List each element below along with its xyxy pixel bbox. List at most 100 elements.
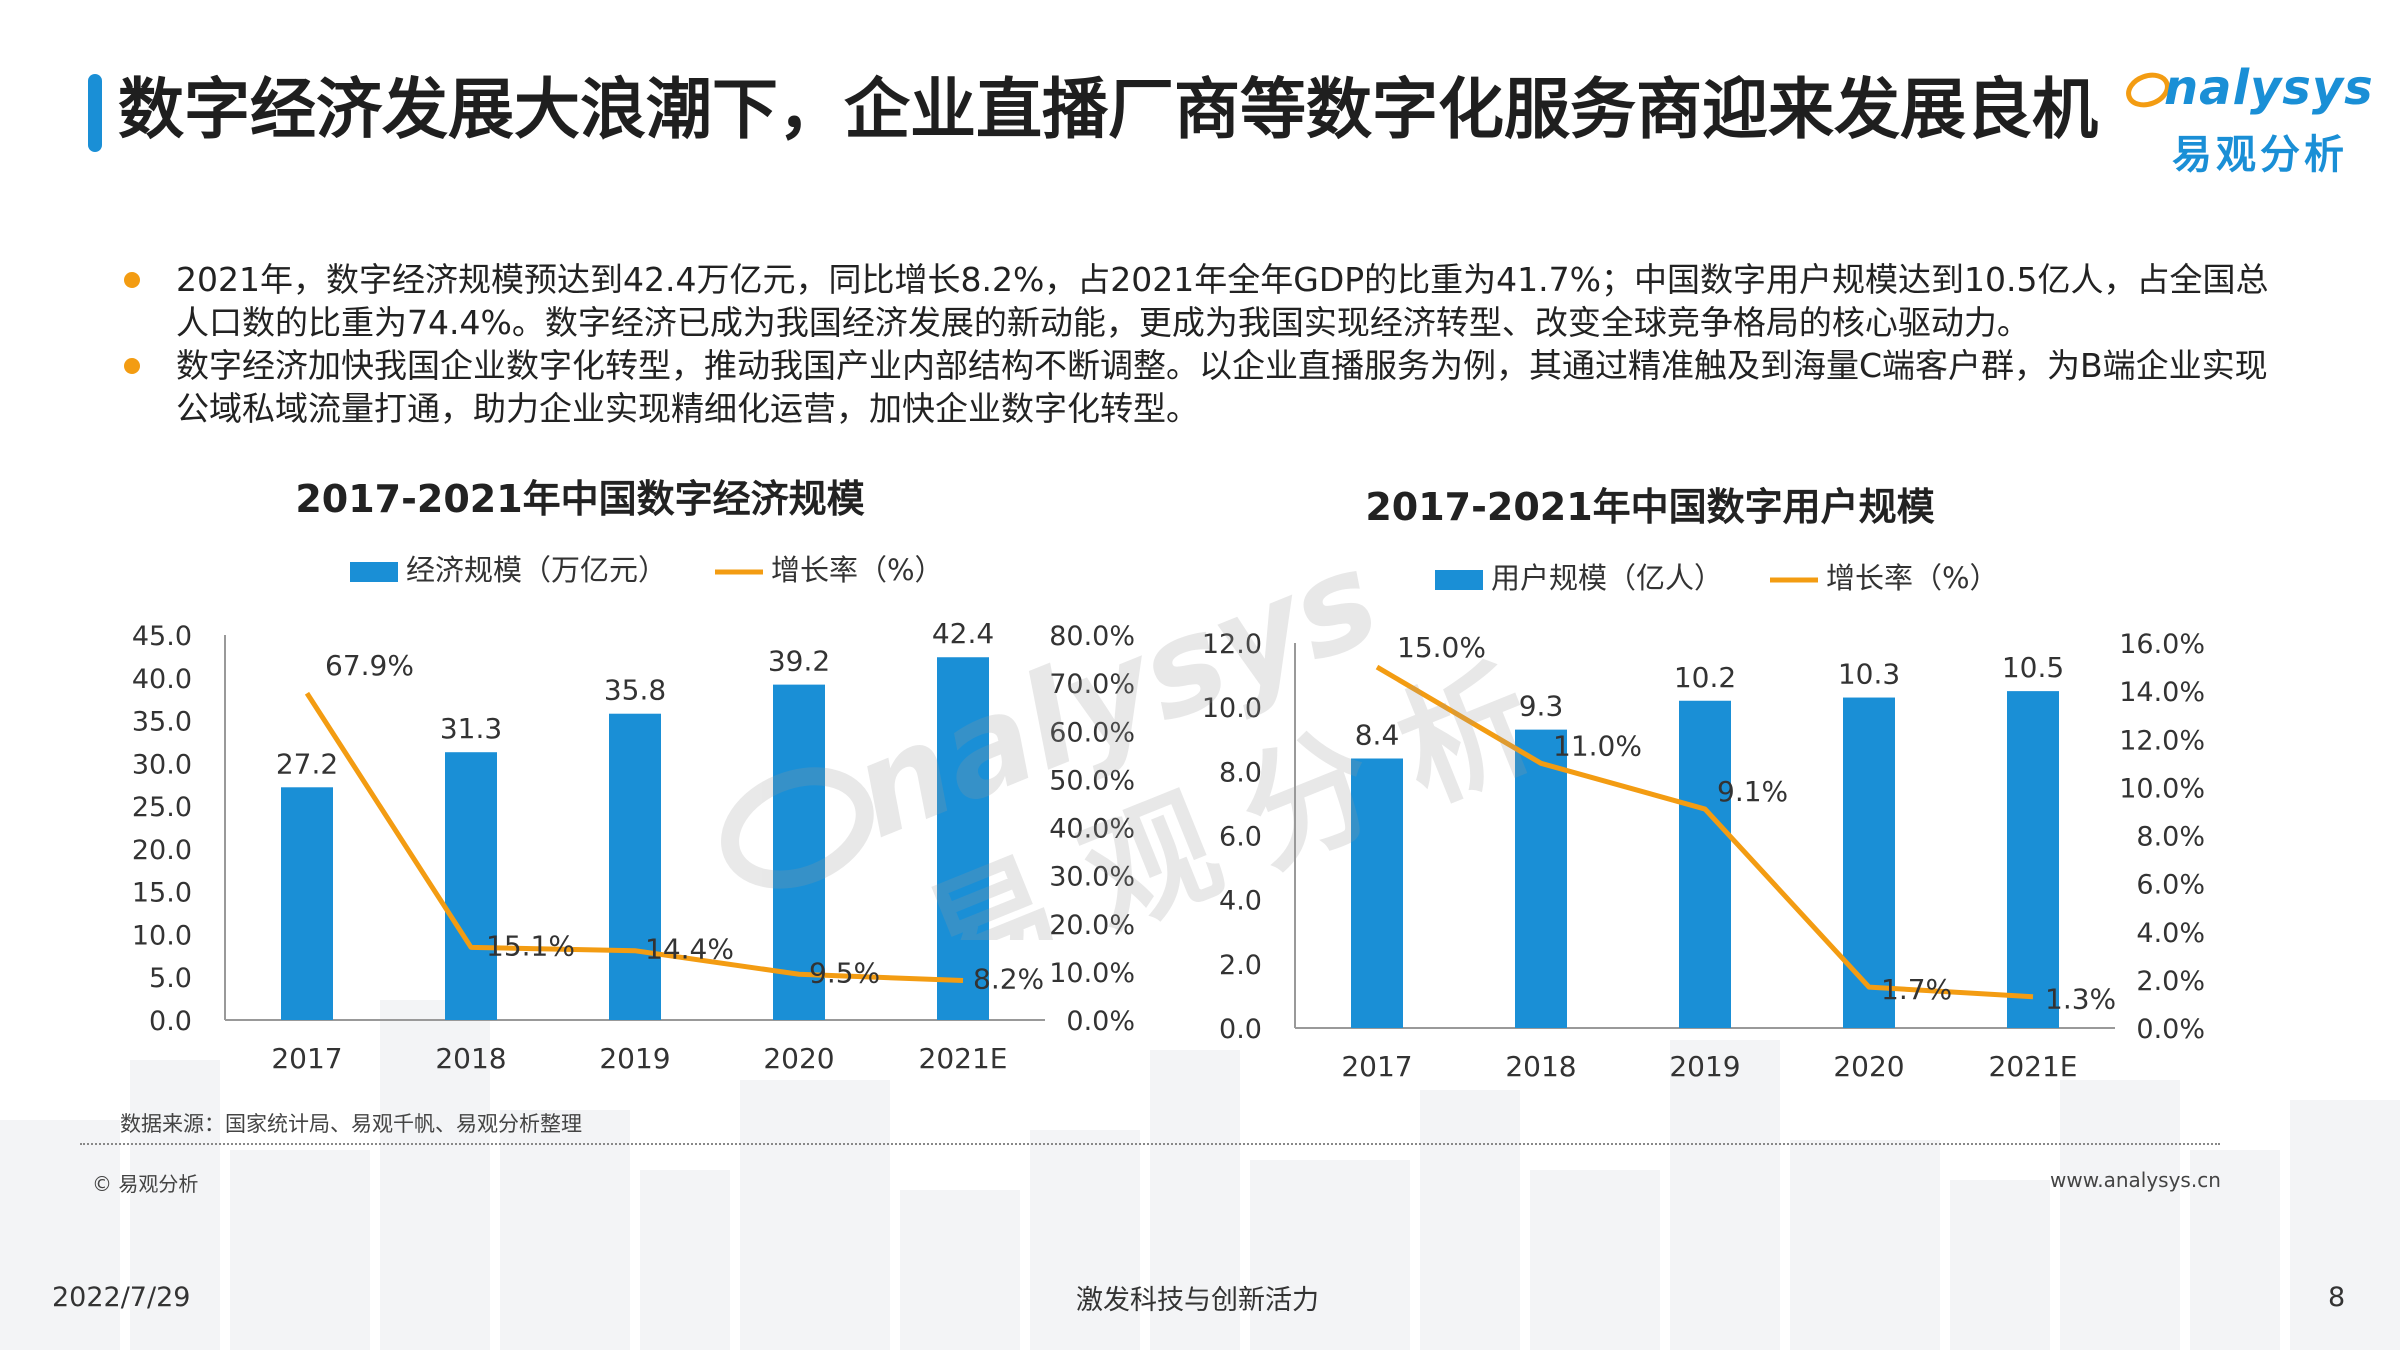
y-tick-label: 0.0	[1219, 1014, 1262, 1045]
y2-tick-label: 30.0%	[1049, 862, 1135, 893]
x-tick-label: 2020	[1833, 1050, 1904, 1083]
line-data-label: 67.9%	[325, 649, 414, 682]
bar-data-label: 31.3	[440, 712, 502, 745]
line-data-label: 1.7%	[1881, 973, 1952, 1006]
bar-data-label: 10.5	[2002, 651, 2064, 684]
y-tick-label: 8.0	[1219, 757, 1262, 788]
page-number: 8	[2328, 1282, 2346, 1313]
line-data-label: 15.1%	[486, 929, 575, 962]
slide-title: 数字经济发展大浪潮下，企业直播厂商等数字化服务商迎来发展良机	[118, 71, 2098, 148]
legend-label: 增长率（%）	[771, 553, 944, 587]
bullet-text: 数字经济加快我国企业数字化转型，推动我国产业内部结构不断调整。以企业直播服务为例…	[176, 346, 2268, 428]
y2-tick-label: 60.0%	[1049, 717, 1135, 748]
x-tick-label: 2021E	[919, 1042, 1008, 1075]
bullet-text: 2021年，数字经济规模预达到42.4万亿元，同比增长8.2%，占2021年全年…	[176, 260, 2269, 342]
y2-tick-label: 40.0%	[1049, 814, 1135, 845]
analysys-logo: nalysys 易观分析	[2126, 60, 2373, 180]
y2-tick-label: 6.0%	[2136, 870, 2205, 901]
line-data-label: 14.4%	[645, 933, 734, 966]
y-tick-label: 15.0	[132, 878, 192, 909]
legend-label: 经济规模（万亿元）	[406, 553, 667, 587]
y2-tick-label: 70.0%	[1049, 669, 1135, 700]
digital-economy-chart: 2017-2021年中国数字经济规模经济规模（万亿元） 增长率（%） 0.0 5.0 1…	[110, 470, 1170, 1090]
bar	[1679, 700, 1731, 1028]
y2-tick-label: 80.0%	[1049, 621, 1135, 652]
y-tick-label: 35.0	[132, 707, 192, 738]
y-tick-label: 5.0	[149, 963, 192, 994]
x-tick-label: 2018	[435, 1042, 506, 1075]
y-tick-label: 10.0	[132, 920, 192, 951]
y2-tick-label: 14.0%	[2119, 677, 2205, 708]
y2-tick-label: 10.0%	[2119, 773, 2205, 804]
x-tick-label: 2021E	[1989, 1050, 2078, 1083]
bullet-list: 2021年，数字经济规模预达到42.4万亿元，同比增长8.2%，占2021年全年…	[118, 258, 2278, 430]
x-tick-label: 2019	[1669, 1050, 1740, 1083]
bar	[1515, 729, 1567, 1028]
line-data-label: 11.0%	[1553, 729, 1642, 762]
bullet-item: 2021年，数字经济规模预达到42.4万亿元，同比增长8.2%，占2021年全年…	[118, 258, 2278, 344]
data-source: 数据来源：国家统计局、易观千帆、易观分析整理	[120, 1112, 582, 1136]
x-tick-label: 2019	[599, 1042, 670, 1075]
bar	[2007, 691, 2059, 1028]
y2-tick-label: 4.0%	[2136, 918, 2205, 949]
y2-tick-label: 2.0%	[2136, 966, 2205, 997]
line-data-label: 9.1%	[1717, 775, 1788, 808]
x-tick-label: 2018	[1505, 1050, 1576, 1083]
bar-data-label: 10.2	[1674, 661, 1736, 694]
bar-data-label: 8.4	[1355, 719, 1400, 752]
chart-title: 2017-2021年中国数字经济规模	[295, 477, 864, 521]
y-tick-label: 25.0	[132, 792, 192, 823]
slide-slogan: 激发科技与创新活力	[1076, 1285, 1319, 1316]
y2-tick-label: 10.0%	[1049, 958, 1135, 989]
y-tick-label: 6.0	[1219, 822, 1262, 853]
bar-data-label: 39.2	[768, 645, 830, 678]
y-tick-label: 40.0	[132, 664, 192, 695]
bar-data-label: 42.4	[932, 617, 994, 650]
copyright: © 易观分析	[92, 1172, 199, 1196]
title-accent-bar	[88, 74, 102, 152]
line-data-label: 1.3%	[2045, 983, 2116, 1016]
bar	[281, 787, 333, 1020]
line-data-label: 15.0%	[1397, 631, 1486, 664]
bar-data-label: 9.3	[1519, 690, 1564, 723]
bullet-item: 数字经济加快我国企业数字化转型，推动我国产业内部结构不断调整。以企业直播服务为例…	[118, 344, 2278, 430]
y2-tick-label: 50.0%	[1049, 765, 1135, 796]
x-tick-label: 2017	[271, 1042, 342, 1075]
website-link[interactable]: www.analysys.cn	[2050, 1168, 2221, 1192]
bullet-dot-icon	[124, 272, 140, 288]
bar	[1843, 697, 1895, 1028]
y-tick-label: 30.0	[132, 749, 192, 780]
footer-divider	[80, 1143, 2220, 1145]
bar	[609, 713, 661, 1020]
y-tick-label: 2.0	[1219, 950, 1262, 981]
y-tick-label: 20.0	[132, 835, 192, 866]
y2-tick-label: 8.0%	[2136, 822, 2205, 853]
legend-bar-swatch	[1435, 570, 1483, 590]
y-tick-label: 10.0	[1202, 693, 1262, 724]
bar-data-label: 27.2	[276, 747, 338, 780]
y2-tick-label: 16.0%	[2119, 629, 2205, 660]
legend-bar-swatch	[350, 562, 398, 582]
line-data-label: 9.5%	[809, 956, 880, 989]
bar-data-label: 10.3	[1838, 658, 1900, 691]
y-tick-label: 4.0	[1219, 886, 1262, 917]
x-tick-label: 2020	[763, 1042, 834, 1075]
y2-tick-label: 12.0%	[2119, 725, 2205, 756]
y2-tick-label: 20.0%	[1049, 910, 1135, 941]
line-data-label: 8.2%	[973, 963, 1044, 996]
bar-data-label: 35.8	[604, 674, 666, 707]
digital-users-chart: 2017-2021年中国数字用户规模 用户规模（亿人） 增长率（%） 0.0 2.0 4.…	[1180, 478, 2240, 1098]
growth-rate-line	[1375, 664, 2034, 1000]
logo-swoosh-icon	[2126, 72, 2170, 108]
bar	[773, 684, 825, 1020]
y2-tick-label: 0.0%	[2136, 1014, 2205, 1045]
x-tick-label: 2017	[1341, 1050, 1412, 1083]
y-tick-label: 45.0	[132, 621, 192, 652]
bar	[1351, 758, 1403, 1028]
slide-date: 2022/7/29	[52, 1282, 191, 1313]
logo-text-cn: 易观分析	[2172, 132, 2348, 178]
bar	[445, 752, 497, 1020]
y-tick-label: 0.0	[149, 1006, 192, 1037]
